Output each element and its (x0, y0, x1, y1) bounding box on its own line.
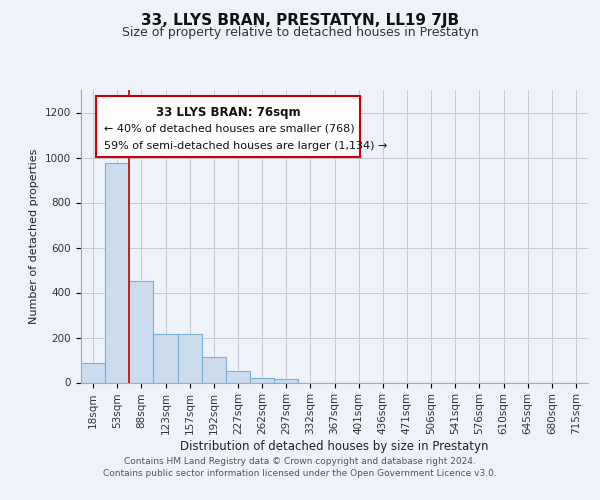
Text: Contains HM Land Registry data © Crown copyright and database right 2024.: Contains HM Land Registry data © Crown c… (124, 458, 476, 466)
Text: Size of property relative to detached houses in Prestatyn: Size of property relative to detached ho… (122, 26, 478, 39)
Bar (226, 371, 250, 382)
Bar (274, 379, 298, 382)
Bar (81, 364, 105, 382)
FancyBboxPatch shape (96, 96, 360, 158)
Bar (105, 163, 129, 382)
Bar (202, 356, 226, 382)
Text: 33 LLYS BRAN: 76sqm: 33 LLYS BRAN: 76sqm (156, 106, 301, 119)
Text: ← 40% of detached houses are smaller (768): ← 40% of detached houses are smaller (76… (104, 124, 355, 134)
Text: 59% of semi-detached houses are larger (1,134) →: 59% of semi-detached houses are larger (… (104, 141, 387, 151)
Y-axis label: Number of detached properties: Number of detached properties (29, 148, 40, 324)
Bar (178, 334, 202, 382)
Bar (250, 378, 274, 382)
Bar (154, 334, 178, 382)
Text: Contains public sector information licensed under the Open Government Licence v3: Contains public sector information licen… (103, 469, 497, 478)
X-axis label: Distribution of detached houses by size in Prestatyn: Distribution of detached houses by size … (180, 440, 489, 453)
Text: 33, LLYS BRAN, PRESTATYN, LL19 7JB: 33, LLYS BRAN, PRESTATYN, LL19 7JB (141, 12, 459, 28)
Bar (129, 281, 154, 382)
